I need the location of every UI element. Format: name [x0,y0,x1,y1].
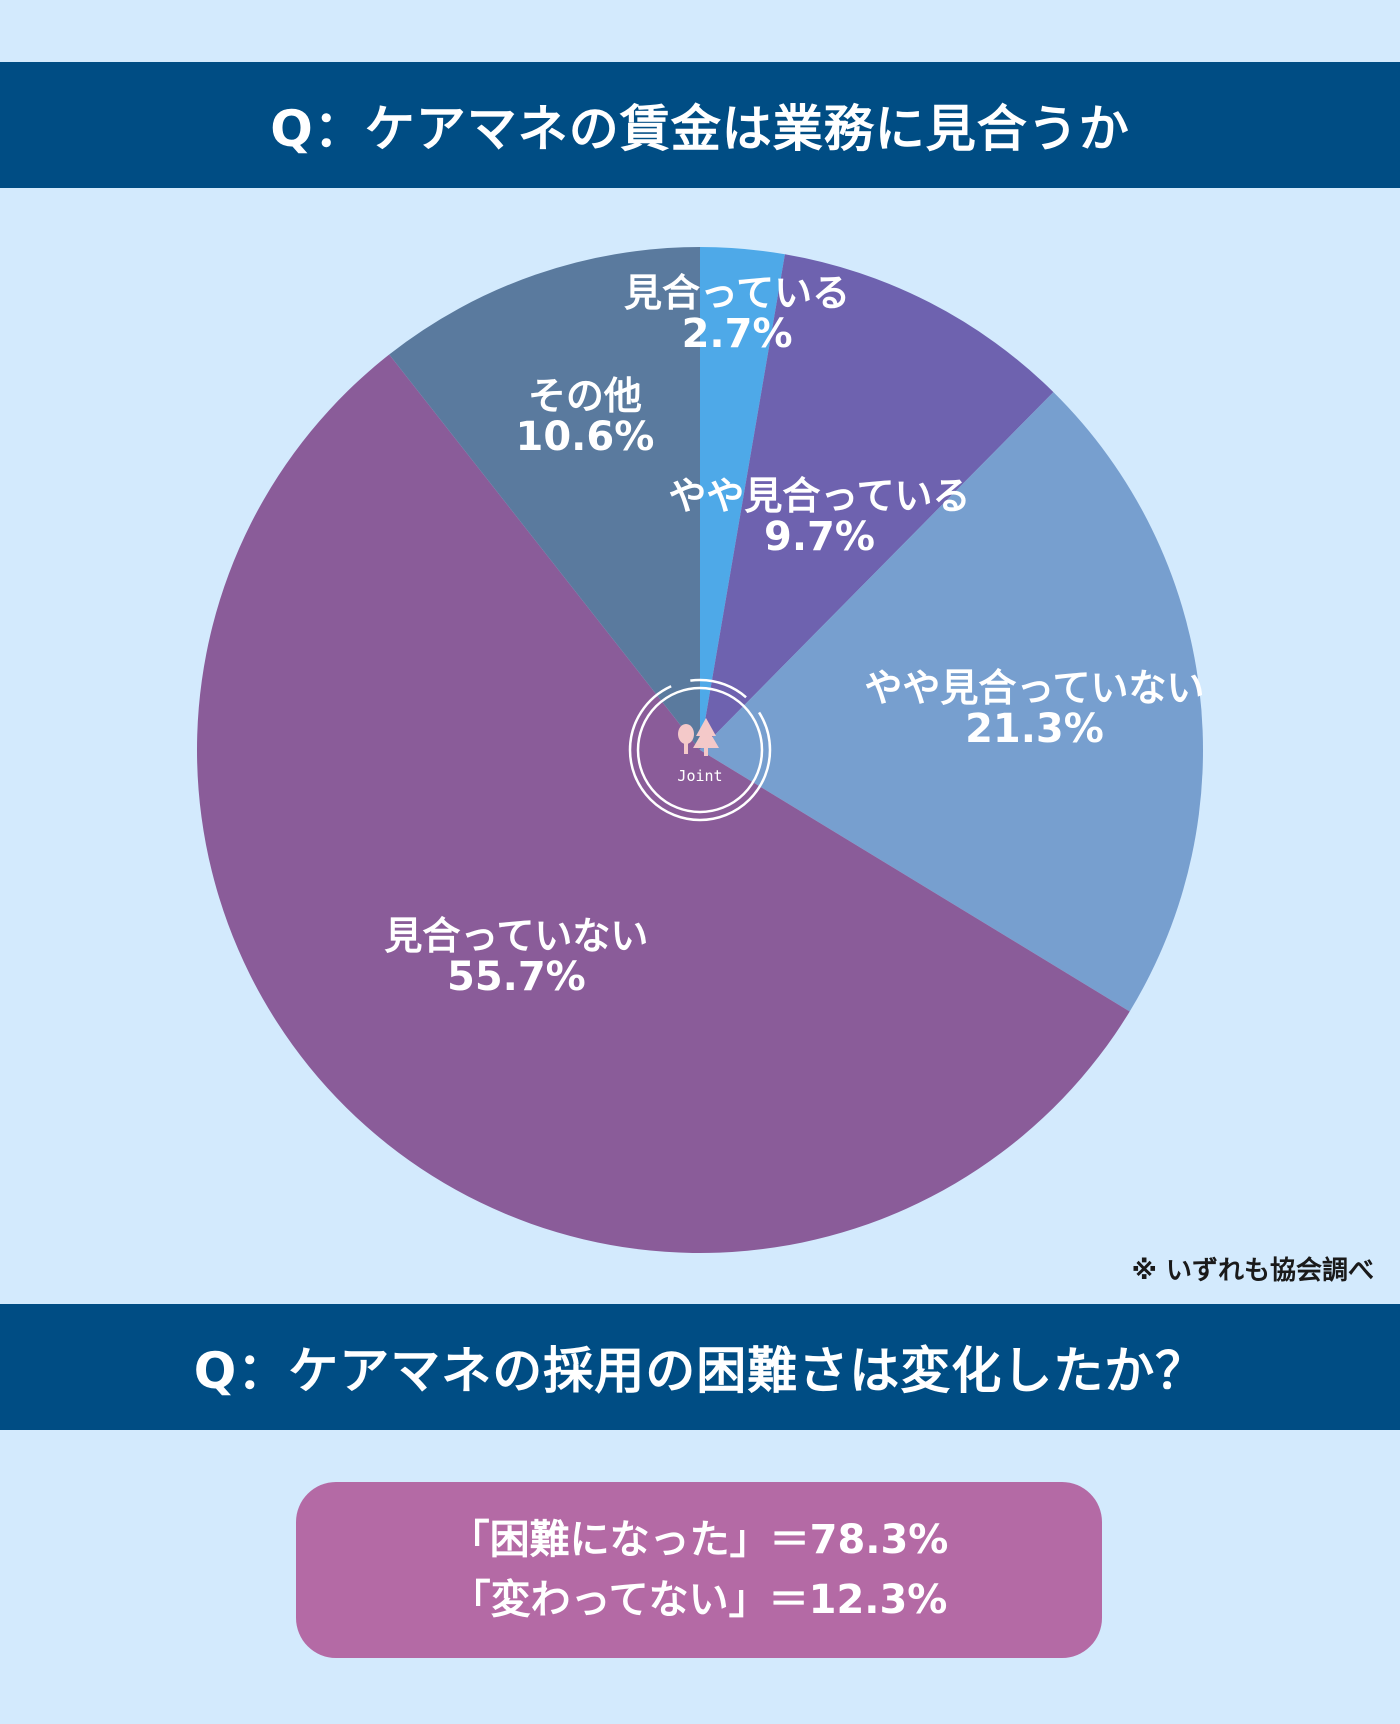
pie-label-text: 見合っていない [384,913,649,958]
pie-label-value: 9.7% [763,514,875,561]
footnote: ※ いずれも協会調べ [1131,1256,1374,1286]
question-title: Q：ケアマネの採用の困難さは変化したか？ [193,1342,1207,1400]
logo-inner-ring [636,686,764,814]
pie-label-other: その他 10.6% [516,377,655,457]
pie-slice-somewhat-match [700,254,1054,750]
joint-logo: Joint [628,678,772,822]
logo-text: Joint [677,767,722,785]
pie-chart: 見合っている 2.7% やや見合っている 9.7% やや見合っていない 21.3% 見合って… [196,247,1205,1253]
pie-label-text: その他 [527,374,642,419]
logo-outer-ring [628,678,772,822]
chart-title: Q：ケアマネの賃金は業務に見合うか [270,100,1130,158]
pie-label-somewhat-match: やや見合っている 9.7% [668,477,970,557]
pie-label-text: やや見合っていない [864,665,1205,710]
pie-label-text: やや見合っている [668,474,971,519]
pie-label-value: 10.6% [515,414,655,461]
pie-slice-somewhat-not-match [700,392,1203,1012]
pie-label-match: 見合っている 2.7% [624,274,850,354]
pie-label-value: 21.3% [965,705,1104,752]
trees-icon [678,718,719,756]
result-line-unchanged: 「変わってない」＝12.3% [450,1577,948,1623]
chart-title-banner: Q：ケアマネの賃金は業務に見合うか [0,62,1400,188]
pie-chart-svg [196,247,1203,1253]
pie-slice-other [389,247,700,750]
pie-label-somewhat-not-match: やや見合っていない 21.3% [864,669,1204,749]
result-line-difficult: 「困難になった」＝78.3% [449,1517,949,1563]
pie-label-value: 2.7% [681,310,793,357]
pie-label-not-match: 見合っていない 55.7% [384,917,648,997]
result-box: 「困難になった」＝78.3% 「変わってない」＝12.3% [296,1482,1102,1658]
pie-slice-not-match [196,354,1130,1253]
question-banner: Q：ケアマネの採用の困難さは変化したか？ [0,1304,1400,1430]
pie-slice-match [700,247,785,750]
pie-label-text: 見合っている [624,270,851,315]
pie-label-value: 55.7% [446,953,586,1000]
